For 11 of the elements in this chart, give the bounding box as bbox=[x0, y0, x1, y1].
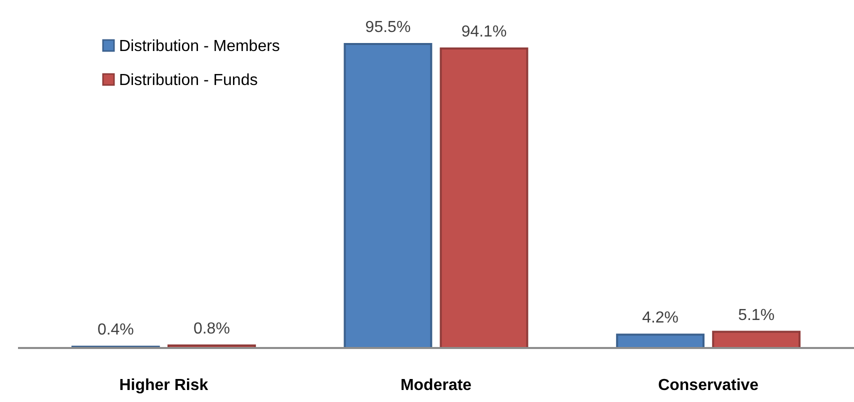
data-label: 0.4% bbox=[97, 322, 134, 339]
x-tick-label: Moderate bbox=[400, 377, 472, 394]
data-label: 95.5% bbox=[365, 19, 411, 36]
legend-label: Distribution - Funds bbox=[119, 72, 258, 89]
data-label: 94.1% bbox=[461, 23, 507, 40]
data-label: 5.1% bbox=[738, 306, 775, 324]
x-tick-label: Higher Risk bbox=[119, 377, 208, 394]
data-label: 0.8% bbox=[193, 320, 230, 338]
x-tick-label: Conservative bbox=[658, 377, 759, 394]
legend-label: Distribution - Members bbox=[119, 38, 280, 55]
data-label: 4.2% bbox=[642, 310, 679, 327]
